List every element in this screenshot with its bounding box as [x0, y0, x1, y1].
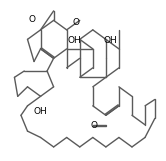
Text: O: O — [90, 121, 97, 130]
Text: OH: OH — [34, 107, 47, 116]
Text: OH: OH — [67, 36, 81, 45]
Text: O: O — [72, 18, 79, 27]
Text: O: O — [28, 15, 35, 24]
Text: OH: OH — [103, 36, 117, 45]
